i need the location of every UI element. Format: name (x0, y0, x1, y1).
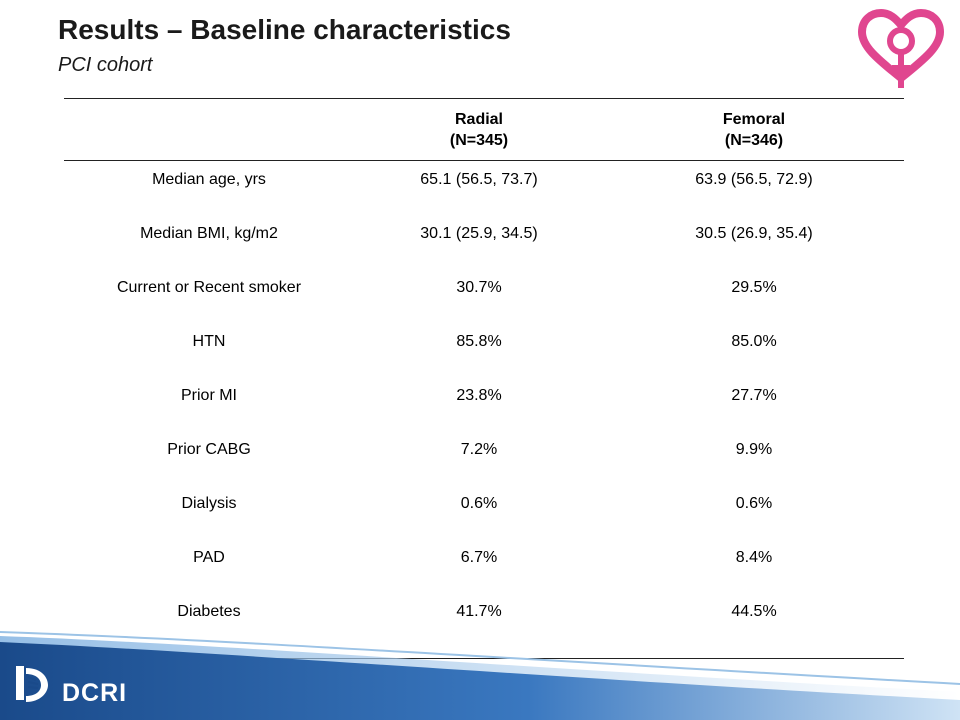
header-femoral-label: Femoral (722, 110, 786, 128)
table-row: Dialysis 0.6% 0.6% (64, 485, 904, 539)
heart-female-symbol-logo (858, 9, 944, 88)
header-radial: Radial (N=345) (354, 98, 604, 161)
header-radial-n: (N=345) (449, 131, 509, 149)
header-blank (64, 98, 354, 161)
femoral-value: 29.5% (731, 279, 777, 296)
footer-wave-banner (0, 631, 960, 720)
femoral-value: 9.9% (735, 441, 773, 458)
table-header-row: Radial (N=345) Femoral (N=346) (64, 98, 904, 161)
header-radial-label: Radial (454, 110, 503, 128)
femoral-value: 63.9 (56.5, 72.9) (695, 171, 813, 188)
femoral-value: 85.0% (731, 333, 777, 350)
slide-title: Results – Baseline characteristics (58, 14, 511, 45)
femoral-value: 0.6% (735, 495, 773, 512)
row-label: Dialysis (181, 495, 237, 512)
slide-subtitle: PCI cohort (58, 54, 153, 76)
table-row: Median age, yrs 65.1 (56.5, 73.7) 63.9 (… (64, 161, 904, 216)
row-label: Prior MI (181, 387, 237, 404)
duke-d-icon (16, 666, 48, 702)
table-row: Median BMI, kg/m2 30.1 (25.9, 34.5) 30.5… (64, 215, 904, 269)
radial-value: 65.1 (56.5, 73.7) (420, 171, 538, 188)
radial-value: 30.7% (456, 279, 502, 296)
radial-value: 23.8% (456, 387, 502, 404)
femoral-value: 8.4% (735, 549, 773, 566)
row-label: PAD (193, 549, 225, 566)
radial-value: 6.7% (460, 549, 498, 566)
header-femoral: Femoral (N=346) (604, 98, 904, 161)
table-row: PAD 6.7% 8.4% (64, 539, 904, 593)
table-row: Prior MI 23.8% 27.7% (64, 377, 904, 431)
row-label: Prior CABG (167, 441, 251, 458)
femoral-value: 27.7% (731, 387, 777, 404)
radial-value: 7.2% (460, 441, 498, 458)
radial-value: 0.6% (460, 495, 498, 512)
row-label: Current or Recent smoker (116, 279, 302, 296)
femoral-value: 44.5% (604, 593, 904, 659)
row-label: Median age, yrs (152, 171, 266, 188)
table-row: HTN 85.8% 85.0% (64, 323, 904, 377)
radial-value: 30.1 (25.9, 34.5) (420, 225, 538, 242)
row-label: HTN (192, 333, 226, 350)
table-row: Current or Recent smoker 30.7% 29.5% (64, 269, 904, 323)
row-label: Median BMI, kg/m2 (140, 225, 278, 242)
radial-value: 41.7% (354, 593, 604, 659)
baseline-characteristics-table: Radial (N=345) Femoral (N=346) Median ag… (64, 98, 904, 659)
table-row: Prior CABG 7.2% 9.9% (64, 431, 904, 485)
header-femoral-n: (N=346) (724, 131, 784, 149)
femoral-value: 30.5 (26.9, 35.4) (695, 225, 813, 242)
radial-value: 85.8% (456, 333, 502, 350)
dcri-logo-text: DCRI (62, 679, 128, 707)
table-row: Diabetes 41.7% 44.5% (64, 593, 904, 659)
